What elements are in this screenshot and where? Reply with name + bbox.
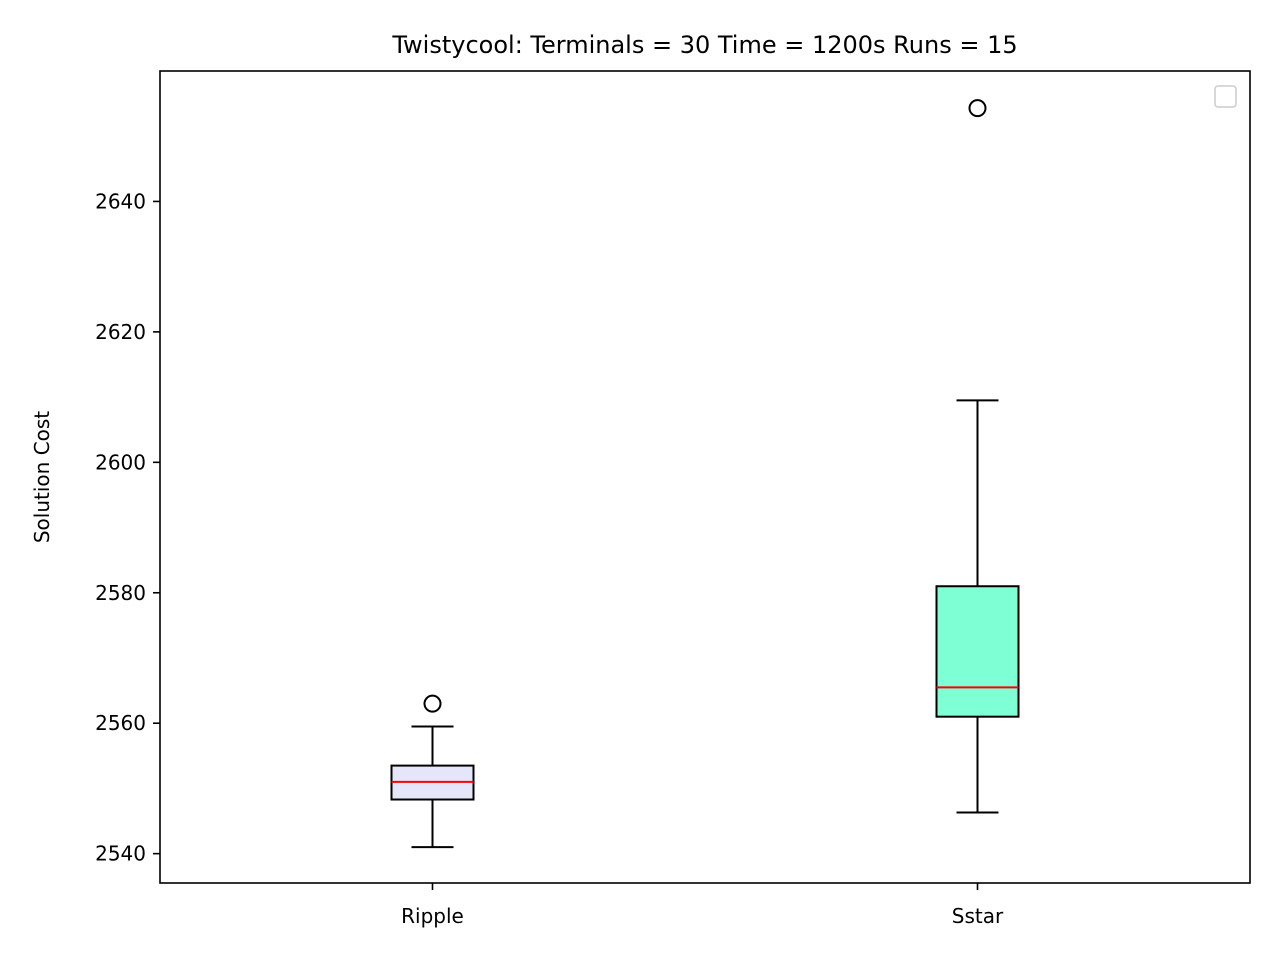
y-tick-label: 2540 [95, 842, 146, 866]
y-tick-label: 2580 [95, 581, 146, 605]
x-tick-label-ripple: Ripple [401, 904, 464, 928]
x-tick-label-sstar: Sstar [952, 904, 1004, 928]
box-sstar [935, 585, 1020, 718]
y-tick-label: 2560 [95, 711, 146, 735]
plot-area: 2540 2560 2580 2600 2620 2640 Ripple Sstar [95, 99, 1020, 928]
y-tick-label: 2640 [95, 189, 146, 213]
y-axis-label: Solution Cost [30, 411, 54, 543]
chart-title: Twistycool: Terminals = 30 Time = 1200s … [391, 31, 1017, 59]
y-tick-label: 2600 [95, 450, 146, 474]
y-tick-label: 2620 [95, 320, 146, 344]
outlier-point-sstar [968, 99, 987, 118]
legend-box [1214, 85, 1237, 108]
plot-frame [159, 70, 1251, 884]
outlier-point-ripple [423, 694, 442, 713]
